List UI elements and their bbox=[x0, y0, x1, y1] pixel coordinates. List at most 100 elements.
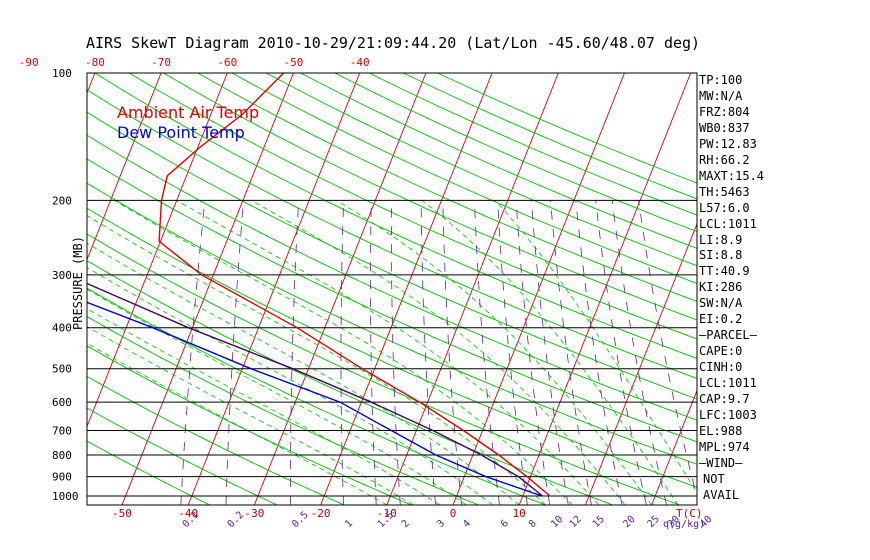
dry-adiabat-line bbox=[197, 73, 697, 302]
dry-adiabat-line bbox=[300, 73, 697, 249]
moist-adiabat-line bbox=[87, 308, 441, 505]
pressure-tick-label: 200 bbox=[52, 194, 72, 207]
dry-adiabat-line bbox=[87, 134, 697, 421]
top-temperature-tick-label: -50 bbox=[284, 56, 304, 69]
dry-adiabat-line bbox=[87, 440, 211, 505]
dry-adiabat-line bbox=[87, 89, 697, 379]
mixing-ratio-label: 12 bbox=[568, 514, 584, 530]
mixing-ratio-line bbox=[420, 200, 436, 505]
legend-item: Dew Point Temp bbox=[117, 123, 245, 142]
parcel-line bbox=[87, 282, 544, 497]
mixing-ratio-label: 4 bbox=[461, 518, 473, 530]
chart-title: AIRS SkewT Diagram 2010-10-29/21:09:44.2… bbox=[86, 34, 701, 52]
isotherm-line bbox=[584, 222, 697, 505]
dry-adiabat-line bbox=[87, 407, 278, 505]
mixing-ratio-line bbox=[370, 200, 377, 505]
pressure-tick-label: 1000 bbox=[52, 490, 79, 503]
mixing-ratio-line bbox=[180, 200, 206, 505]
dry-adiabat-line bbox=[87, 375, 345, 505]
bottom-temperature-tick-label: -40 bbox=[178, 507, 198, 520]
moist-adiabat-line bbox=[336, 199, 652, 505]
bottom-temperature-tick-label: 0 bbox=[450, 507, 457, 520]
dry-adiabat-line bbox=[87, 345, 412, 505]
mixing-ratio-line bbox=[225, 200, 244, 505]
pressure-tick-label: 100 bbox=[52, 67, 72, 80]
bottom-temperature-tick-label: -50 bbox=[112, 507, 132, 520]
dry-adiabat-line bbox=[87, 316, 479, 505]
dry-adiabat-line bbox=[437, 73, 697, 184]
moist-adiabat-line bbox=[176, 199, 599, 505]
mixing-ratio-line bbox=[550, 200, 592, 505]
mixing-ratio-line bbox=[474, 200, 500, 505]
top-temperature-tick-label: -70 bbox=[151, 56, 171, 69]
dry-adiabat-line bbox=[87, 260, 613, 505]
ambient-air-temp-line bbox=[158, 73, 551, 497]
moist-adiabat-line bbox=[87, 266, 493, 505]
mixing-ratio-line bbox=[638, 200, 697, 499]
temperature-unit-label: T(C) bbox=[676, 507, 703, 520]
dry-adiabat-line bbox=[334, 73, 697, 233]
mixing-ratio-label: 0.2 bbox=[226, 510, 247, 531]
mixing-ratio-label: 1 bbox=[343, 518, 355, 530]
mixing-ratio-label: 15 bbox=[591, 514, 607, 530]
dry-adiabat-line bbox=[128, 73, 697, 340]
pressure-tick-label: 600 bbox=[52, 396, 72, 409]
pressure-tick-label: 500 bbox=[52, 363, 72, 376]
mixing-ratio-label: 3 bbox=[435, 518, 447, 530]
mixing-ratio-label: 0.5 bbox=[290, 510, 311, 531]
mixing-ratio-line bbox=[497, 200, 528, 505]
mixing-ratio-label: 8 bbox=[527, 518, 539, 530]
pressure-tick-label: 900 bbox=[52, 471, 72, 484]
isotherm-line bbox=[121, 73, 294, 505]
dry-adiabat-line bbox=[87, 287, 546, 505]
dry-adiabat-line bbox=[87, 111, 697, 400]
pressure-tick-label: 300 bbox=[52, 269, 72, 282]
mixing-ratio-label: 6 bbox=[499, 518, 511, 530]
isotherm-line bbox=[0, 73, 29, 505]
moist-adiabat-line bbox=[251, 199, 626, 505]
isotherm-line bbox=[187, 73, 361, 505]
isotherm-line bbox=[320, 73, 493, 505]
dry-adiabat-line bbox=[87, 182, 697, 465]
mixing-ratio-label: 10 bbox=[549, 514, 565, 530]
isotherm-line bbox=[87, 73, 162, 261]
mixing-ratio-label: 25 bbox=[646, 514, 662, 530]
isotherm-line bbox=[718, 73, 870, 505]
isotherm-line bbox=[87, 73, 228, 428]
moist-adiabat-line bbox=[421, 199, 679, 505]
bottom-temperature-tick-label: -20 bbox=[311, 507, 331, 520]
legend-item: Ambient Air Temp bbox=[117, 103, 259, 122]
isotherm-line bbox=[518, 73, 692, 505]
dry-adiabat-line bbox=[87, 158, 697, 443]
dry-adiabat-line bbox=[94, 73, 697, 359]
dew-point-temp-line bbox=[87, 301, 543, 497]
dry-adiabat-line bbox=[265, 73, 697, 267]
mixing-ratio-line bbox=[531, 200, 569, 505]
mixing-ratio-line bbox=[595, 200, 647, 505]
bottom-temperature-tick-label: 10 bbox=[513, 507, 526, 520]
moist-adiabat-line bbox=[87, 342, 388, 505]
pressure-tick-label: 800 bbox=[52, 449, 72, 462]
moist-adiabat-line bbox=[87, 326, 414, 505]
dry-adiabat-line bbox=[87, 207, 697, 488]
mixing-ratio-line bbox=[575, 200, 623, 505]
mixing-ratio-unit-label: q(g/kg) bbox=[663, 519, 705, 530]
top-temperature-tick-label: -90 bbox=[19, 56, 39, 69]
moist-adiabat-line bbox=[87, 215, 546, 505]
bottom-temperature-tick-label: -30 bbox=[244, 507, 264, 520]
mixing-ratio-line bbox=[391, 200, 401, 505]
dry-adiabat-line bbox=[368, 73, 697, 216]
moist-adiabat-line bbox=[87, 288, 467, 505]
dry-adiabat-line bbox=[231, 73, 697, 284]
top-temperature-tick-label: -40 bbox=[350, 56, 370, 69]
dry-adiabat-line bbox=[163, 73, 697, 321]
mixing-ratio-line bbox=[290, 200, 300, 505]
isotherm-line bbox=[651, 389, 697, 505]
top-temperature-tick-label: -80 bbox=[85, 56, 105, 69]
pressure-tick-label: 400 bbox=[52, 322, 72, 335]
top-temperature-tick-label: -60 bbox=[217, 56, 237, 69]
mixing-ratio-label: 20 bbox=[621, 514, 637, 530]
moist-adiabat-line bbox=[87, 242, 520, 505]
mixing-ratio-line bbox=[340, 200, 344, 505]
isotherm-line bbox=[784, 73, 870, 505]
